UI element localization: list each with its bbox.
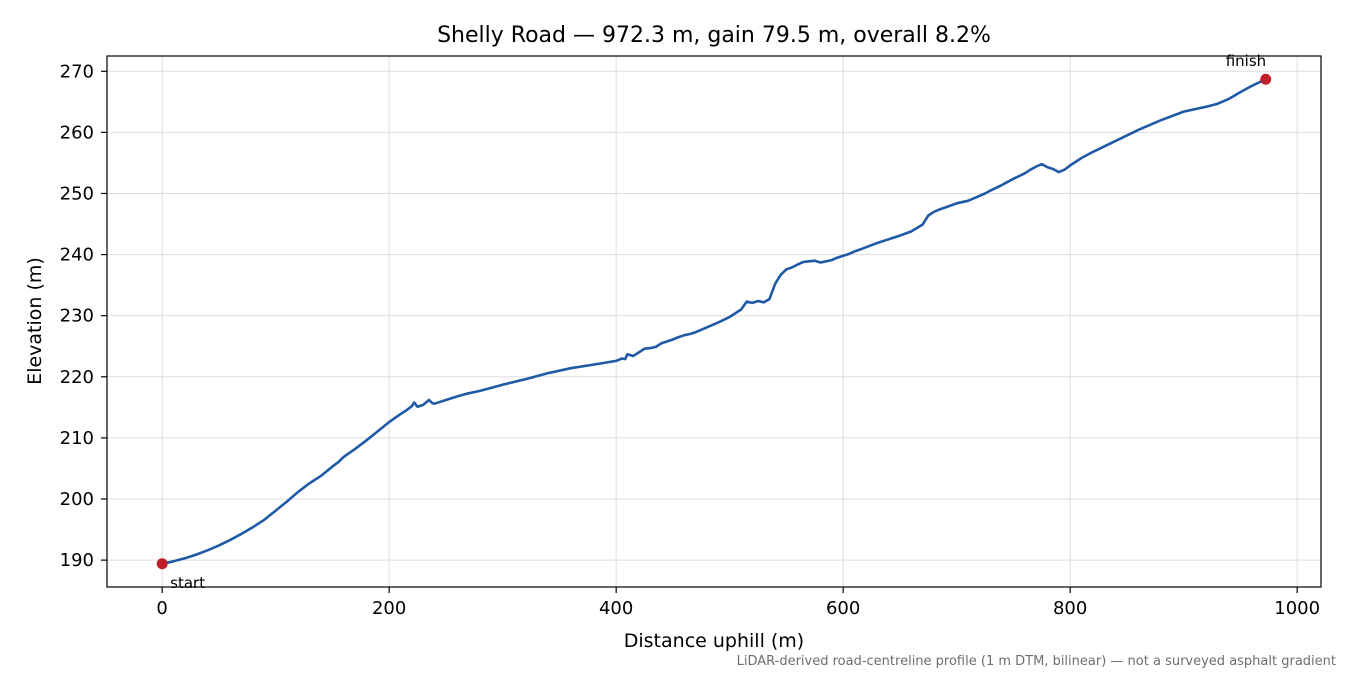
finish-annotation: finish: [1226, 52, 1266, 70]
y-tick-label: 210: [60, 428, 94, 449]
axis-ticks: 0 200 400 600 800 1000 190 200 210 220 230 240 250 26…: [60, 61, 1320, 619]
y-tick-label: 250: [60, 183, 94, 204]
x-tick-label: 0: [156, 598, 167, 619]
footnote: LiDAR-derived road-centreline profile (1…: [737, 654, 1336, 669]
x-tick-label: 200: [372, 598, 406, 619]
x-tick-label: 600: [826, 598, 860, 619]
start-marker: [156, 558, 168, 570]
y-tick-label: 260: [60, 122, 94, 143]
series-layer: [160, 77, 1267, 566]
chart-title: Shelly Road — 972.3 m, gain 79.5 m, over…: [437, 23, 991, 48]
grid: [107, 56, 1321, 587]
plot-frame: [106, 55, 1322, 588]
elevation-line: [160, 77, 1267, 566]
y-tick-label: 200: [60, 489, 94, 510]
x-tick-label: 400: [599, 598, 633, 619]
x-tick-label: 1000: [1274, 598, 1320, 619]
x-axis-label: Distance uphill (m): [624, 630, 804, 652]
y-tick-label: 190: [60, 550, 94, 571]
y-tick-label: 240: [60, 245, 94, 266]
y-tick-label: 270: [60, 61, 94, 82]
start-annotation: start: [170, 574, 205, 592]
finish-marker: [1260, 73, 1272, 85]
y-tick-label: 230: [60, 306, 94, 327]
x-tick-label: 800: [1053, 598, 1087, 619]
y-axis-label: Elevation (m): [24, 257, 46, 385]
y-tick-label: 220: [60, 367, 94, 388]
